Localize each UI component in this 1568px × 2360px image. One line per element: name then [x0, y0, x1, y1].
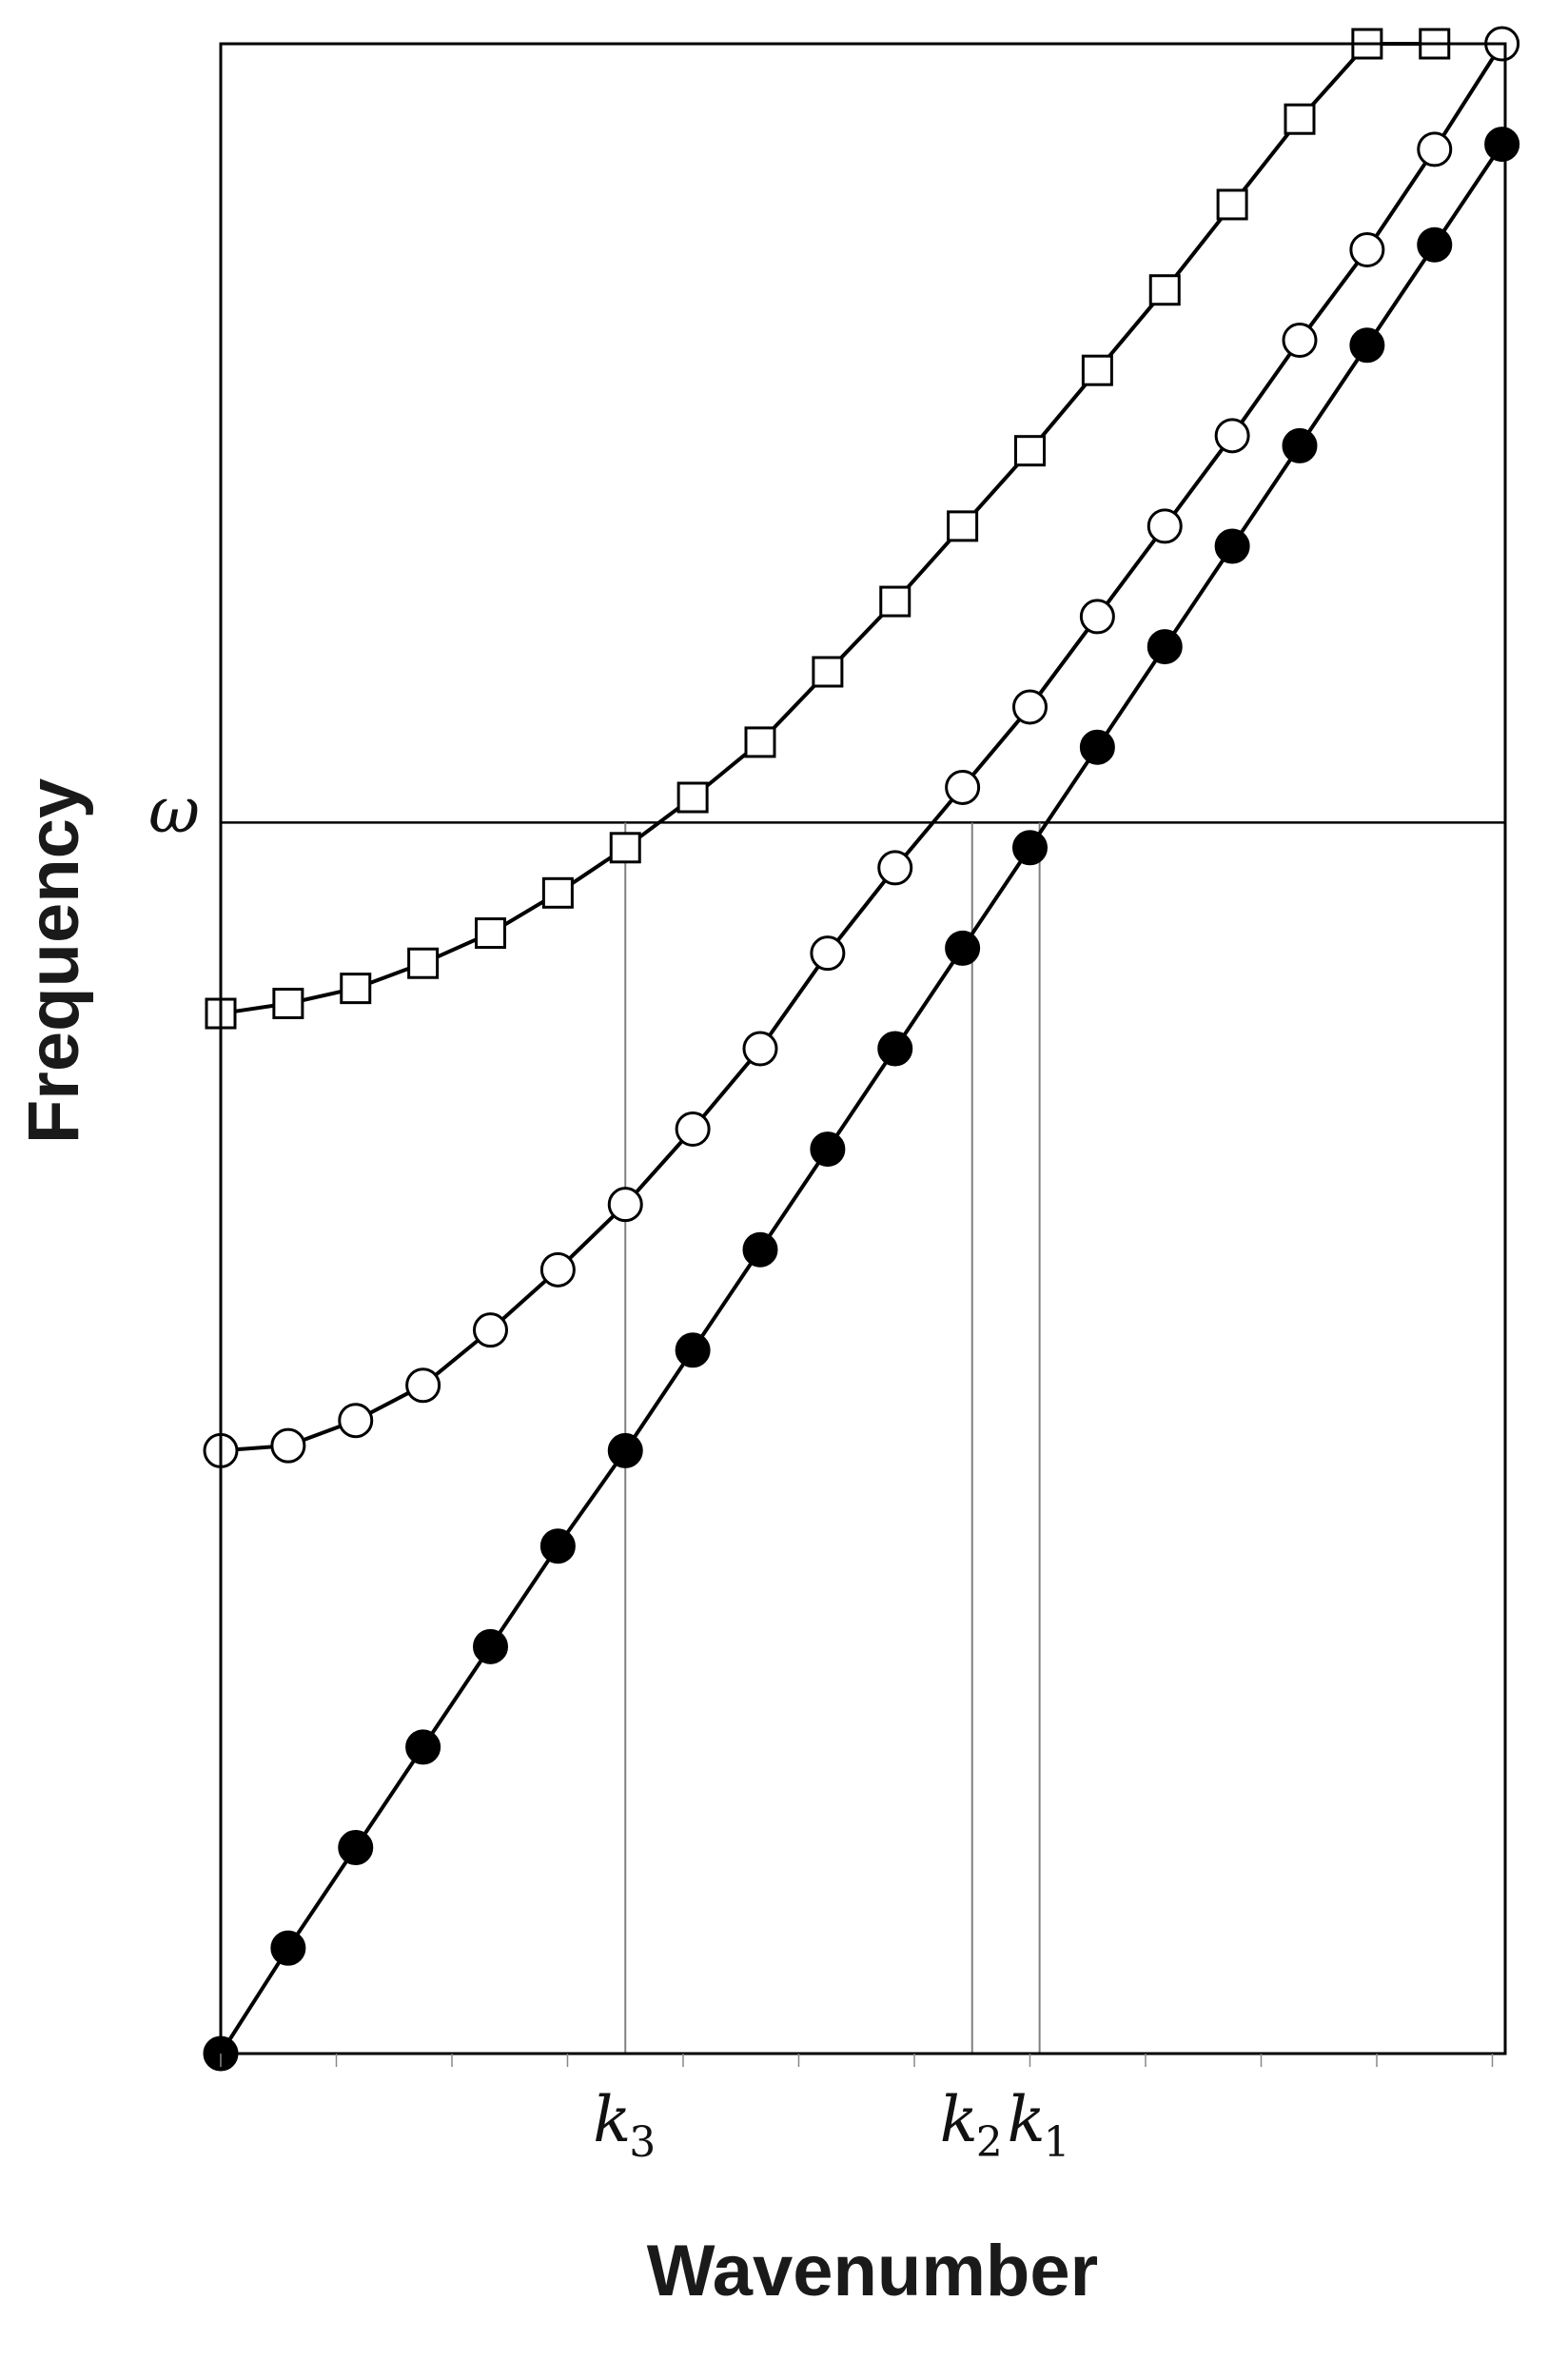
series-markers	[203, 26, 1520, 2072]
open-circle-series-line	[220, 42, 1504, 1453]
filled-circle-point	[877, 1031, 913, 1067]
open-square-point	[1081, 354, 1113, 386]
filled-circle-point	[338, 1830, 374, 1866]
y-axis-label: Frequency	[13, 778, 94, 1144]
open-square-point	[1284, 103, 1316, 135]
open-circle-point	[877, 850, 913, 886]
filled-circle-point	[742, 1231, 778, 1268]
filled-circle-point	[1079, 729, 1115, 765]
open-circle-point	[1012, 689, 1048, 725]
open-square-series-line	[220, 42, 1435, 1015]
open-circle-point	[945, 769, 981, 805]
filled-circle-point	[1147, 629, 1183, 665]
omega-label: ω	[148, 774, 200, 847]
open-circle-point	[1417, 131, 1453, 167]
open-square-point	[272, 987, 304, 1019]
x-axis-label: Wavenumber	[647, 2231, 1098, 2311]
open-square-point	[947, 510, 979, 542]
filled-circle-series-line	[219, 143, 1504, 2055]
plot-frame	[219, 42, 1507, 2055]
k3-label: k	[593, 2083, 631, 2156]
filled-circle-point	[1012, 830, 1048, 866]
open-square-point	[744, 726, 776, 758]
filled-circle-point	[810, 1131, 846, 1168]
open-circle-point	[338, 1403, 374, 1439]
filled-circle-point	[405, 1729, 441, 1765]
open-circle-point	[1349, 231, 1385, 267]
open-circle-point	[742, 1031, 778, 1067]
k1-label: k	[1008, 2083, 1046, 2156]
filled-circle-point	[1214, 528, 1250, 564]
open-circle-point	[810, 935, 846, 972]
open-circle-point	[1214, 418, 1250, 454]
k1-subscript: 1	[1044, 2118, 1070, 2167]
open-circle-point	[1282, 323, 1318, 359]
open-circle-point	[405, 1367, 441, 1404]
k2-subscript: 2	[976, 2118, 1003, 2167]
filled-circle-point	[1349, 327, 1385, 364]
filled-circle-point	[607, 1432, 643, 1468]
filled-circle-point	[1417, 226, 1453, 263]
filled-circle-point	[473, 1628, 508, 1664]
open-square-point	[879, 585, 911, 618]
open-square-point	[609, 832, 641, 864]
filled-circle-point	[1282, 427, 1318, 463]
filled-circle-point	[675, 1332, 711, 1368]
open-square-point	[340, 973, 372, 1005]
filled-circle-point	[1484, 127, 1520, 163]
open-square-point	[407, 947, 440, 979]
open-square-point	[1014, 435, 1046, 467]
open-square-point	[541, 876, 574, 909]
filled-circle-point	[539, 1528, 576, 1564]
open-circle-point	[1079, 599, 1115, 635]
filled-circle-point	[270, 1930, 306, 1966]
x-ticks	[220, 2054, 1494, 2067]
open-circle-point	[675, 1111, 711, 1147]
guide-lines	[221, 821, 1505, 2054]
k3-subscript: 3	[629, 2118, 656, 2167]
open-circle-point	[539, 1251, 576, 1288]
open-circle-point	[1147, 508, 1183, 544]
k2-label: k	[940, 2083, 978, 2156]
open-square-point	[676, 781, 709, 814]
filled-circle-point	[945, 930, 981, 966]
open-circle-point	[270, 1427, 306, 1464]
open-circle-point	[607, 1187, 643, 1223]
open-circle-point	[473, 1312, 508, 1348]
open-square-point	[812, 656, 844, 688]
marker-labels: ωk3 k2 k1	[148, 774, 1069, 2167]
open-square-point	[1148, 274, 1181, 306]
open-square-point	[1216, 188, 1248, 221]
open-square-point	[475, 917, 506, 950]
